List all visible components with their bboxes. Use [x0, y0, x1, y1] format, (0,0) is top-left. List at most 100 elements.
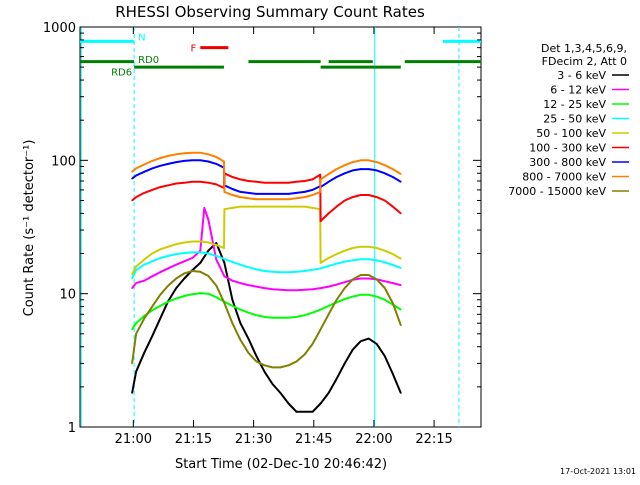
series-point	[319, 262, 322, 264]
rate-decimation-marker-label: RD6	[111, 68, 132, 79]
series-point	[367, 274, 370, 276]
series-point	[311, 411, 314, 413]
series-point	[175, 243, 177, 245]
series-point	[159, 305, 161, 307]
series-point	[183, 272, 186, 275]
series-point	[207, 241, 210, 244]
legend-label: 25 - 50 keV	[543, 113, 606, 126]
y-tick-label: 10	[59, 288, 76, 303]
series-line	[131, 159, 402, 195]
series-point	[215, 284, 218, 287]
series-point	[311, 189, 314, 191]
legend-label: 12 - 25 keV	[543, 98, 606, 111]
series-point	[343, 199, 346, 202]
series-point	[351, 278, 354, 281]
series-point	[295, 316, 298, 318]
series-point	[400, 181, 402, 183]
series-point	[215, 258, 218, 261]
series-point	[319, 308, 322, 311]
series-point	[359, 194, 362, 196]
series-point	[223, 262, 226, 264]
series-point	[255, 193, 258, 195]
series-point	[167, 155, 169, 157]
legend-label: 100 - 300 keV	[529, 142, 606, 155]
series-point	[263, 364, 266, 367]
series-point	[223, 160, 225, 163]
series-point	[255, 205, 258, 208]
series-point	[191, 240, 194, 243]
series-point	[287, 181, 290, 184]
series-point	[295, 289, 298, 292]
series-point	[384, 355, 386, 357]
series-point	[231, 176, 234, 178]
series-point	[183, 241, 186, 244]
series-point	[255, 181, 258, 183]
series-point	[159, 157, 161, 159]
series-point	[303, 180, 306, 182]
series-point	[263, 316, 266, 318]
series-point	[367, 159, 370, 162]
series-point	[311, 311, 314, 314]
series-point	[400, 308, 402, 311]
series-point	[351, 196, 354, 198]
series-point	[319, 178, 322, 181]
series-point	[159, 186, 161, 188]
series-point	[400, 392, 402, 394]
series-point	[131, 277, 133, 280]
series-point	[327, 265, 330, 267]
series-point	[135, 174, 137, 177]
series-point	[255, 198, 258, 201]
series-point	[239, 178, 242, 181]
series-point	[392, 264, 394, 266]
series-point	[295, 192, 298, 194]
series-point	[335, 262, 338, 265]
series-point	[287, 205, 290, 208]
series-point	[199, 262, 202, 264]
series-point	[183, 277, 186, 280]
series-point	[287, 198, 290, 201]
series-point	[384, 164, 386, 166]
series-point	[335, 378, 338, 380]
series-point	[311, 194, 314, 196]
series-point	[367, 168, 370, 170]
series-point	[327, 212, 330, 215]
rate-decimation-marker-label: RD0	[138, 55, 159, 66]
series-point	[215, 255, 218, 257]
attenuator-marker-label: F	[191, 44, 197, 55]
plot-area: N F RD6 RD0 21:00 21:15 21:30 21:45 22:00 22:15 1…	[43, 21, 482, 447]
series-point	[343, 281, 346, 284]
series-point	[167, 267, 169, 270]
series-point	[359, 258, 362, 261]
series-point	[263, 198, 266, 201]
y-axis-label: Count Rate (s⁻¹ detector⁻¹)	[22, 140, 37, 317]
series-point	[239, 308, 242, 311]
series-point	[199, 159, 202, 162]
series-point	[384, 249, 386, 252]
series-point	[159, 294, 161, 296]
series-point	[159, 257, 161, 259]
series-point	[159, 165, 161, 167]
series-point	[359, 277, 362, 280]
series-point	[151, 167, 153, 170]
series-point	[303, 270, 306, 272]
series-point	[263, 193, 266, 195]
series-point	[151, 189, 153, 191]
series-point	[203, 207, 206, 209]
series-point	[247, 337, 250, 340]
series-point	[359, 294, 362, 296]
series-point	[351, 348, 354, 351]
series-point	[359, 168, 362, 170]
x-tick-label: 21:00	[115, 432, 152, 447]
series-point	[247, 284, 250, 286]
y-tick-label: 100	[51, 154, 76, 169]
series-point	[287, 193, 290, 195]
series-point	[239, 322, 242, 325]
series-point	[199, 240, 202, 243]
series-point	[191, 270, 194, 272]
series-point	[271, 181, 274, 184]
series-point	[183, 295, 186, 297]
series-point	[311, 288, 314, 291]
series-point	[343, 172, 346, 175]
series-point	[159, 271, 161, 274]
series-point	[375, 295, 378, 298]
